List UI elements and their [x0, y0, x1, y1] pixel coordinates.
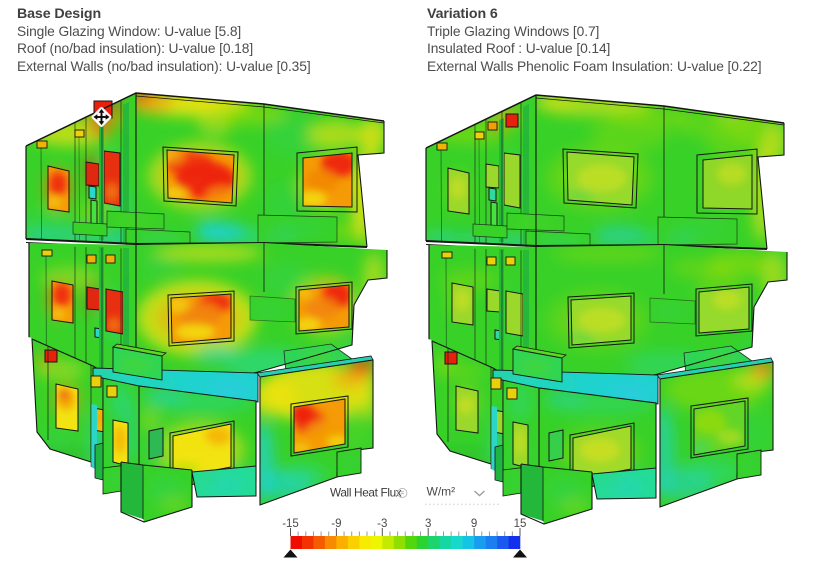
svg-text:-3: -3 [377, 518, 387, 530]
svg-text:Wall Heat Flux: Wall Heat Flux [330, 486, 402, 500]
svg-text:=: = [400, 490, 404, 497]
svg-text:-15: -15 [282, 518, 299, 530]
svg-text:W/m²: W/m² [427, 485, 456, 499]
svg-text:15: 15 [514, 518, 527, 530]
svg-text:9: 9 [471, 518, 477, 530]
svg-text:3: 3 [425, 518, 431, 530]
svg-text:-9: -9 [331, 518, 341, 530]
